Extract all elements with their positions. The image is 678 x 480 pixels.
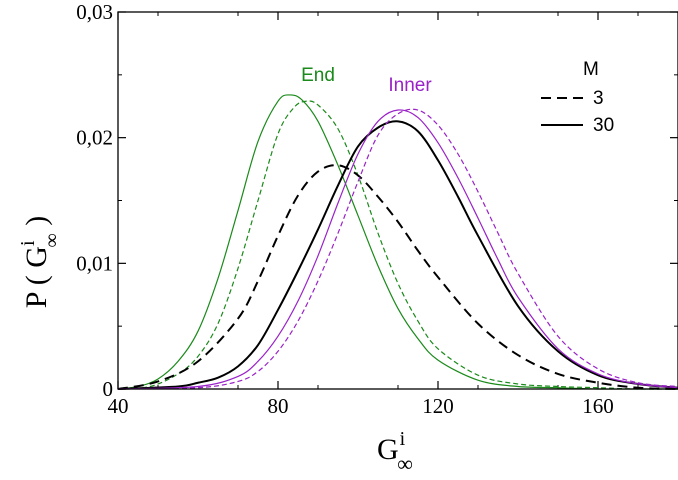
legend-label: 30 [593, 115, 614, 136]
annotations: End Inner [301, 65, 432, 96]
plot-frame [117, 11, 678, 390]
series-line-inner-m3 [117, 108, 678, 390]
legend-entries: 330 [541, 88, 614, 136]
x-tick-label: 120 [422, 394, 454, 418]
x-axis-title-sub: ∞ [397, 451, 413, 476]
x-axis-title-main: G [377, 433, 399, 466]
series-line-all-m3 [117, 164, 678, 390]
x-tick-label: 80 [268, 394, 289, 418]
series-line-all-m30 [117, 120, 678, 390]
y-axis-title-sup: i [17, 240, 39, 246]
series-line-end-m3 [117, 100, 678, 390]
annotation-end: End [301, 65, 335, 86]
x-axis-title-sup: i [400, 428, 406, 450]
y-axis-title-close: ) [20, 216, 53, 234]
tick-labels: 40 80 120 160 0 0,01 0,02 0,03 [76, 0, 614, 418]
x-tick-label: 40 [108, 394, 129, 418]
x-axis-title: Gi ∞ [377, 428, 413, 476]
y-axis-title: P ( Gi ∞ ) [17, 216, 63, 309]
x-tick-label: 160 [582, 394, 614, 418]
series-line-end-m30 [117, 94, 678, 390]
y-tick-label: 0 [103, 377, 114, 401]
legend-label: 3 [593, 88, 604, 109]
series-line-inner-m30 [117, 109, 678, 390]
annotation-inner: Inner [388, 75, 432, 96]
y-tick-label: 0,03 [76, 0, 113, 24]
y-tick-label: 0,01 [76, 251, 113, 275]
legend: M 330 [541, 59, 614, 136]
y-axis-title-main: P ( G [20, 246, 53, 308]
y-tick-label: 0,02 [76, 126, 113, 150]
series-layer [117, 94, 678, 390]
legend-title: M [583, 59, 599, 80]
y-axis-title-sub: ∞ [41, 233, 63, 247]
